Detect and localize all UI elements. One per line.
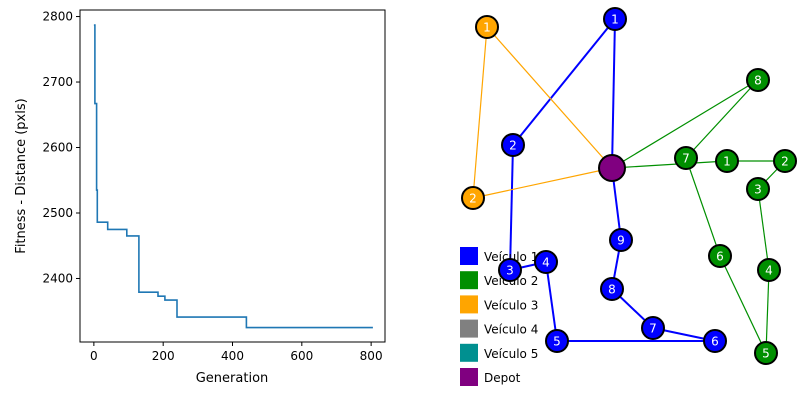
route-edge xyxy=(512,18,616,146)
y-tick-label: 2600 xyxy=(42,141,73,155)
route-edge xyxy=(509,144,514,271)
legend-label: Veículo 5 xyxy=(484,347,538,361)
legend-swatch xyxy=(460,368,478,386)
route-edge xyxy=(472,26,488,199)
route-edge xyxy=(486,26,613,169)
stop-node xyxy=(708,244,732,268)
stop-label: 9 xyxy=(617,234,625,248)
stop-label: 2 xyxy=(469,192,477,206)
route-edge xyxy=(685,79,759,159)
stop-label: 5 xyxy=(553,335,561,349)
route-edge xyxy=(545,261,558,342)
legend-label: Veículo 4 xyxy=(484,323,538,337)
stop-node xyxy=(498,258,522,282)
route-edge xyxy=(685,157,721,257)
stop-label: 7 xyxy=(682,152,690,166)
stop-node xyxy=(501,133,525,157)
stop-label: 7 xyxy=(649,322,657,336)
stop-label: 6 xyxy=(716,250,724,264)
route-edge xyxy=(757,188,770,271)
stop-label: 8 xyxy=(608,283,616,297)
route-edge xyxy=(611,18,616,169)
legend-swatch xyxy=(460,271,478,290)
legend-swatch xyxy=(460,295,478,314)
stop-node xyxy=(641,316,665,340)
stop-node xyxy=(534,250,558,274)
stop-node xyxy=(545,329,569,353)
x-tick-label: 600 xyxy=(290,349,313,363)
y-axis-label: Fitness - Distance (pxls) xyxy=(14,98,29,253)
x-tick-label: 200 xyxy=(152,349,175,363)
stop-node xyxy=(461,186,485,210)
stop-node xyxy=(609,228,633,252)
y-tick-label: 2500 xyxy=(42,206,73,220)
stop-label: 2 xyxy=(509,139,517,153)
stop-node xyxy=(773,149,797,173)
convergence-chart: 2400 2500 2600 2700 2800 0 200 400 600 800 Gener… xyxy=(14,9,386,386)
stop-node xyxy=(746,177,770,201)
legend-label: Depot xyxy=(484,371,521,385)
y-tick-label: 2700 xyxy=(42,75,73,89)
stop-node xyxy=(603,7,627,31)
legend-swatch xyxy=(460,247,478,265)
legend-label: Veículo 3 xyxy=(484,298,538,312)
stop-node xyxy=(746,68,770,92)
stop-label: 4 xyxy=(542,256,550,270)
stop-label: 6 xyxy=(711,335,719,349)
route-edge xyxy=(765,269,770,354)
stop-node xyxy=(757,258,781,282)
stop-node xyxy=(754,341,778,365)
stop-node xyxy=(703,329,727,353)
stop-label: 8 xyxy=(754,74,762,88)
depot-node xyxy=(598,154,626,182)
y-tick-label: 2400 xyxy=(42,271,73,285)
stop-node xyxy=(475,15,499,39)
route-edge xyxy=(611,160,728,169)
fitness-series-line xyxy=(93,24,373,329)
stop-label: 3 xyxy=(506,264,514,278)
route-edge xyxy=(719,255,767,354)
plot-frame xyxy=(79,9,386,343)
stop-label: 1 xyxy=(723,155,731,169)
x-tick-label: 400 xyxy=(221,349,244,363)
stop-label: 3 xyxy=(754,183,762,197)
x-tick-label: 800 xyxy=(360,349,383,363)
route-edge xyxy=(472,167,613,199)
stop-label: 5 xyxy=(762,347,770,361)
y-axis: 2400 2500 2600 2700 2800 xyxy=(42,10,80,285)
legend-swatch xyxy=(460,343,478,362)
stop-label: 2 xyxy=(781,155,789,169)
stop-label: 1 xyxy=(483,21,491,35)
x-axis: 0 200 400 600 800 xyxy=(90,342,383,363)
stop-node xyxy=(674,146,698,170)
stop-node xyxy=(715,149,739,173)
stop-node xyxy=(600,277,624,301)
legend-swatch xyxy=(460,319,478,338)
y-tick-label: 2800 xyxy=(42,10,73,24)
stop-label: 4 xyxy=(765,264,773,278)
stop-label: 1 xyxy=(611,13,619,27)
x-tick-label: 0 xyxy=(90,349,98,363)
legend-label: Veículo 1 xyxy=(484,250,538,264)
x-axis-label: Generation xyxy=(196,371,269,386)
route-nodes: 1 2 3 4 5 6 7 8 9 1 2 3 4 5 6 7 8 1 2 xyxy=(461,7,797,365)
route-edge xyxy=(611,79,759,169)
